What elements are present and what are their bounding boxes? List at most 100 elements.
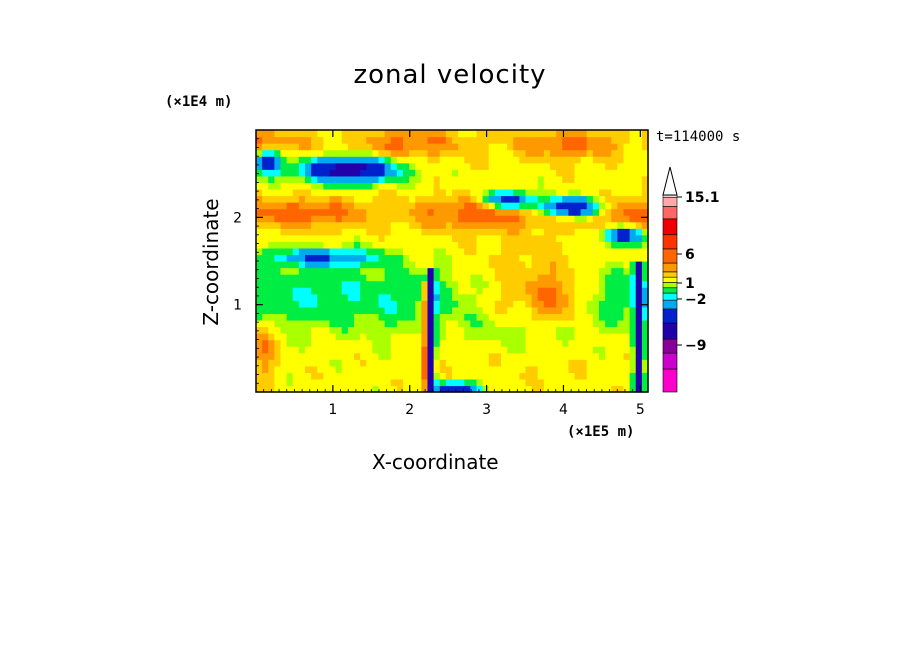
- contour-cell: [354, 385, 361, 393]
- contour-cell: [531, 143, 539, 151]
- contour-cell: [280, 156, 288, 164]
- contour-cell: [262, 333, 269, 341]
- contour-cell: [274, 130, 282, 138]
- contour-cell: [525, 333, 533, 341]
- contour-cell: [501, 280, 508, 288]
- contour-cell: [390, 143, 398, 151]
- contour-cell: [305, 156, 312, 164]
- contour-cell: [311, 306, 318, 314]
- contour-cell: [335, 136, 343, 144]
- contour-cell: [445, 215, 453, 223]
- contour-cell: [378, 169, 386, 177]
- contour-cell: [433, 261, 441, 269]
- contour-cell: [458, 130, 465, 138]
- contour-cell: [439, 280, 447, 288]
- contour-cell: [298, 215, 306, 223]
- contour-cell: [501, 162, 508, 170]
- contour-cell: [366, 339, 373, 347]
- contour-cell: [617, 287, 625, 295]
- contour-cell: [641, 319, 649, 328]
- contour-cell: [292, 385, 300, 393]
- contour-cell: [568, 287, 576, 295]
- contour-cell: [280, 319, 288, 328]
- contour-cell: [513, 221, 520, 229]
- contour-cell: [629, 365, 637, 373]
- contour-cell: [586, 136, 594, 144]
- contour-cell: [439, 188, 447, 197]
- contour-cell: [433, 326, 441, 334]
- contour-cell: [452, 352, 459, 360]
- contour-cell: [286, 247, 294, 256]
- contour-cell: [458, 182, 465, 190]
- contour-cell: [445, 280, 453, 288]
- contour-cell: [317, 261, 324, 269]
- contour-cell: [396, 143, 404, 151]
- contour-cell: [421, 280, 429, 288]
- contour-cell: [286, 188, 294, 197]
- contour-cell: [513, 188, 520, 197]
- contour-cell: [323, 195, 331, 203]
- contour-cell: [599, 162, 606, 170]
- contour-cell: [562, 175, 569, 183]
- contour-cell: [574, 313, 582, 321]
- contour-cell: [623, 221, 631, 229]
- contour-cell: [507, 169, 514, 177]
- contour-cell: [433, 274, 441, 282]
- contour-cell: [599, 241, 606, 249]
- contour-cell: [617, 352, 625, 360]
- contour-cell: [421, 267, 429, 275]
- contour-cell: [599, 378, 606, 387]
- contour-cell: [384, 274, 392, 282]
- contour-cell: [543, 352, 551, 360]
- contour-cell: [525, 136, 533, 144]
- contour-cell: [574, 274, 582, 282]
- contour-cell: [568, 234, 576, 242]
- contour-cell: [525, 162, 533, 170]
- contour-cell: [341, 372, 349, 380]
- contour-cell: [629, 254, 637, 262]
- contour-cell: [378, 365, 386, 373]
- contour-cell: [335, 182, 343, 190]
- contour-cell: [519, 182, 527, 190]
- contour-cell: [519, 202, 527, 210]
- contour-cell: [482, 352, 490, 360]
- contour-cell: [262, 346, 269, 354]
- contour-cell: [507, 136, 514, 144]
- contour-cell: [445, 202, 453, 210]
- contour-cell: [592, 130, 600, 138]
- contour-cell: [341, 208, 349, 216]
- contour-cell: [592, 156, 600, 164]
- contour-cell: [452, 365, 459, 373]
- contour-cell: [262, 254, 269, 262]
- contour-cell: [329, 188, 337, 197]
- contour-cell: [286, 182, 294, 190]
- contour-cell: [525, 313, 533, 321]
- contour-cell: [476, 274, 484, 282]
- contour-cell: [617, 162, 625, 170]
- contour-cell: [286, 326, 294, 334]
- contour-cell: [501, 313, 508, 321]
- contour-cell: [323, 326, 331, 334]
- contour-cell: [390, 234, 398, 242]
- contour-cell: [525, 319, 533, 328]
- contour-cell: [311, 234, 318, 242]
- contour-cell: [580, 234, 588, 242]
- contour-cell: [286, 162, 294, 170]
- contour-cell: [488, 143, 496, 151]
- contour-cell: [556, 339, 563, 347]
- contour-cell: [501, 365, 508, 373]
- contour-cell: [641, 359, 649, 367]
- contour-cell: [507, 267, 514, 275]
- contour-cell: [476, 306, 484, 314]
- contour-cell: [537, 156, 545, 164]
- contour-cell: [580, 195, 588, 203]
- contour-cell: [280, 365, 288, 373]
- contour-cell: [543, 287, 551, 295]
- contour-cell: [482, 300, 490, 308]
- contour-cell: [268, 156, 275, 164]
- contour-cell: [298, 149, 306, 157]
- contour-cell: [341, 378, 349, 387]
- contour-cell: [280, 241, 288, 249]
- contour-cell: [470, 365, 478, 373]
- contour-cell: [574, 333, 582, 341]
